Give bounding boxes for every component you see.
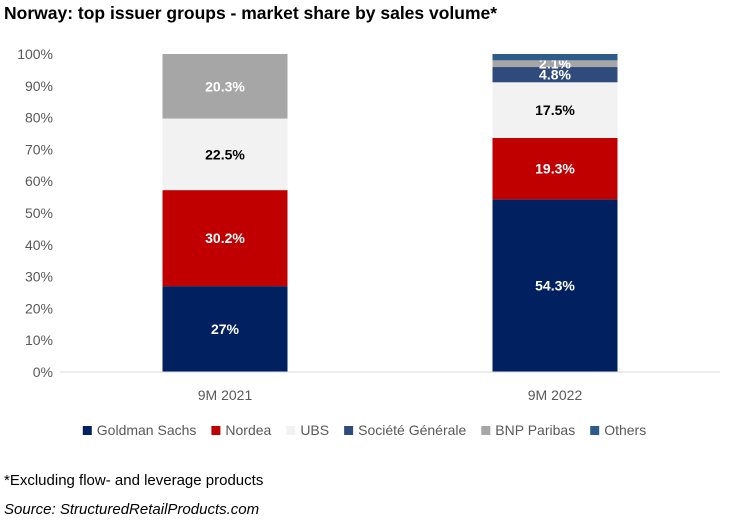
bar-segment-goldman-sachs	[162, 286, 288, 372]
bar-segment-soci-t-g-n-rale	[492, 67, 618, 83]
legend-item: UBS	[286, 422, 329, 438]
legend-item: Nordea	[211, 422, 272, 438]
data-label: 19.3%	[535, 161, 575, 177]
legend-item: Others	[590, 422, 646, 438]
bar-segment-bnp-paribas	[492, 60, 618, 68]
legend-label: Others	[604, 422, 646, 438]
y-tick-label: 60%	[25, 173, 53, 189]
chart-title: Norway: top issuer groups - market share…	[4, 3, 498, 23]
bar-segment-nordea	[162, 190, 288, 287]
data-label: 54.3%	[535, 278, 575, 294]
x-tick-label: 9M 2022	[528, 387, 583, 403]
y-axis: 0% 10% 20% 30% 40% 50% 60% 70% 80% 90% 100%	[17, 46, 53, 380]
data-label: 27%	[211, 321, 240, 337]
x-tick-label: 9M 2021	[198, 387, 253, 403]
x-axis: 9M 2021 9M 2022	[60, 371, 720, 403]
y-tick-label: 0%	[33, 364, 53, 380]
bar-segment-bnp-paribas	[162, 54, 288, 119]
legend-label: Nordea	[225, 422, 271, 438]
data-label: 22.5%	[205, 146, 245, 162]
legend-label: BNP Paribas	[495, 422, 575, 438]
bars: 27%30.2%22.5%20.3%54.3%19.3%17.5%4.8%2.1…	[162, 54, 618, 372]
legend-swatch	[211, 426, 221, 435]
data-label: 4.8%	[539, 67, 571, 83]
legend-item: BNP Paribas	[481, 422, 575, 438]
y-tick-label: 20%	[25, 300, 53, 316]
y-tick-label: 40%	[25, 237, 53, 253]
y-tick-label: 90%	[25, 78, 53, 94]
legend-label: Goldman Sachs	[97, 422, 197, 438]
data-label: 20.3%	[205, 78, 245, 94]
y-tick-label: 50%	[25, 205, 53, 221]
legend-swatch	[590, 426, 600, 435]
legend-swatch	[82, 426, 92, 435]
bar-segment-ubs	[162, 118, 288, 191]
y-tick-label: 70%	[25, 141, 53, 157]
legend-label: UBS	[300, 422, 329, 438]
bar-segment-nordea	[492, 137, 618, 200]
legend-swatch	[286, 426, 296, 435]
data-label: 17.5%	[535, 102, 575, 118]
stacked-bar-chart: 0% 10% 20% 30% 40% 50% 60% 70% 80% 90% 100% 27% 30.…	[17, 46, 720, 438]
bar-segment-ubs	[492, 82, 618, 138]
y-tick-label: 80%	[25, 110, 53, 126]
y-tick-label: 30%	[25, 269, 53, 285]
legend: Goldman Sachs Nordea UBS Société Générale BN…	[82, 422, 646, 438]
legend-swatch	[481, 426, 491, 435]
y-tick-label: 100%	[17, 46, 53, 62]
bar-segment-others	[492, 54, 618, 61]
footnote: *Excluding flow- and leverage products	[4, 472, 264, 489]
legend-item: Goldman Sachs	[82, 422, 197, 438]
legend-swatch	[344, 426, 354, 435]
bar-segment-goldman-sachs	[492, 199, 618, 372]
y-tick-label: 10%	[25, 332, 53, 348]
data-label: 30.2%	[205, 230, 245, 246]
legend-item: Société Générale	[344, 422, 467, 438]
source-note: Source: StructuredRetailProducts.com	[4, 501, 260, 518]
legend-label: Société Générale	[358, 422, 466, 438]
